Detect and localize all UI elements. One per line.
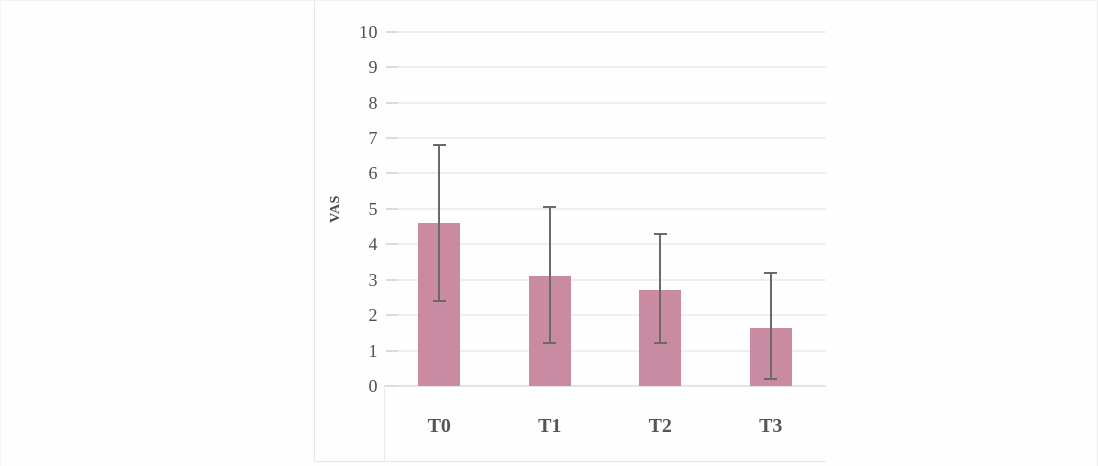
y-axis-tick-label: 10 (359, 21, 378, 42)
y-axis-tick (386, 172, 398, 175)
gridline (398, 278, 826, 281)
y-axis-tick (386, 207, 398, 210)
error-bar-line (659, 233, 662, 344)
x-axis-category-label: T1 (538, 415, 562, 437)
y-axis-tick (386, 278, 398, 281)
y-axis-tick-label: 2 (368, 305, 378, 326)
y-axis-tick-label: 4 (368, 234, 378, 255)
figure-bottom-rule (314, 461, 826, 462)
y-axis-tick (386, 349, 398, 352)
y-axis-tick-label: 0 (368, 376, 378, 396)
y-axis-tick (386, 243, 398, 246)
axis-label-strip-border (384, 386, 385, 461)
y-axis-tick-label: 9 (368, 57, 378, 78)
error-bar-cap-bottom (764, 377, 778, 380)
gridline (398, 137, 826, 140)
gridline (398, 243, 826, 246)
y-axis-tick (386, 314, 398, 317)
error-bar-line (548, 207, 551, 344)
y-axis-tick-label: 1 (368, 340, 378, 361)
error-bar-cap-bottom (432, 299, 446, 302)
y-axis-tick-label: 3 (368, 269, 378, 290)
error-bar-cap-top (543, 206, 557, 209)
gridline (398, 349, 826, 352)
error-bar-line (438, 145, 441, 301)
gridline (398, 30, 826, 33)
gridline (398, 101, 826, 104)
gridline (398, 314, 826, 317)
error-bar-line (769, 272, 772, 379)
y-axis-tick (386, 385, 398, 387)
error-bar-cap-bottom (543, 342, 557, 345)
y-axis-tick-label: 5 (368, 198, 378, 219)
gridline (398, 207, 826, 210)
y-axis-tick (386, 30, 398, 33)
y-axis-tick (386, 66, 398, 69)
y-axis-tick-label: 8 (368, 92, 378, 113)
y-axis-tick-label: 6 (368, 163, 378, 184)
x-axis-category-label: T3 (759, 415, 783, 437)
gridline (398, 66, 826, 69)
error-bar-cap-top (764, 271, 778, 274)
y-axis-tick (386, 137, 398, 140)
y-axis-tick (386, 101, 398, 104)
x-axis-category-label: T2 (648, 415, 672, 437)
error-bar-cap-bottom (653, 342, 667, 345)
error-bar-cap-top (432, 144, 446, 147)
gridline (384, 385, 826, 387)
error-bar-cap-top (653, 232, 667, 235)
y-axis-tick-label: 7 (368, 128, 378, 149)
figure-left-divider (314, 1, 315, 462)
gridline (398, 172, 826, 175)
x-axis-category-label: T0 (427, 415, 451, 437)
